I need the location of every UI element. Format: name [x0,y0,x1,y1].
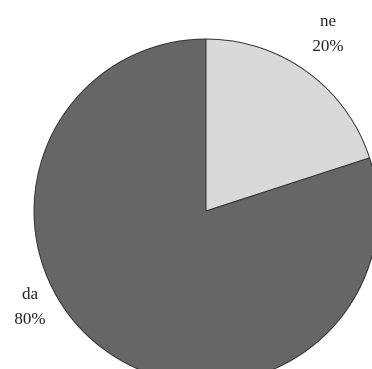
slice-value-label: 80% [14,309,45,328]
slice-label: ne [320,11,336,30]
pie-slice [33,38,372,369]
slice-label: da [22,284,39,303]
pie-slice [205,38,371,212]
slice-value-label: 20% [312,36,343,55]
